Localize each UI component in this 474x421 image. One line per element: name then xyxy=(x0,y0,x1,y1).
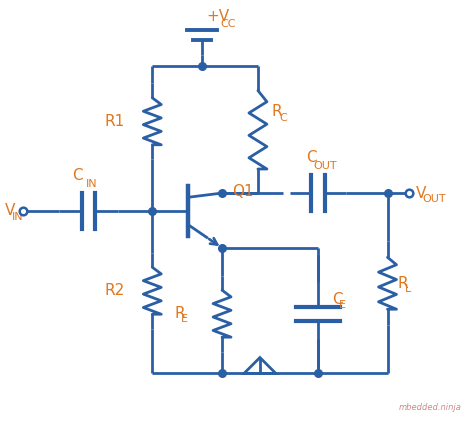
Text: E: E xyxy=(182,314,188,324)
Text: Q1: Q1 xyxy=(232,184,254,199)
Text: R: R xyxy=(272,104,283,119)
Text: C: C xyxy=(72,168,82,183)
Text: mbedded.ninja: mbedded.ninja xyxy=(398,403,461,412)
Text: L: L xyxy=(405,284,411,294)
Text: E: E xyxy=(339,301,346,310)
Text: +V: +V xyxy=(206,8,229,24)
Text: CC: CC xyxy=(220,19,236,29)
Text: R2: R2 xyxy=(104,283,125,298)
Text: V: V xyxy=(5,203,15,218)
Text: R: R xyxy=(174,306,185,321)
Text: OUT: OUT xyxy=(422,194,446,204)
Text: IN: IN xyxy=(12,212,24,222)
Text: IN: IN xyxy=(85,179,97,189)
Text: R1: R1 xyxy=(104,114,125,129)
Text: V: V xyxy=(415,186,426,200)
Text: C: C xyxy=(306,150,317,165)
Text: OUT: OUT xyxy=(313,161,337,171)
Text: C: C xyxy=(332,292,342,307)
Text: C: C xyxy=(279,112,287,123)
Text: R: R xyxy=(398,276,408,291)
